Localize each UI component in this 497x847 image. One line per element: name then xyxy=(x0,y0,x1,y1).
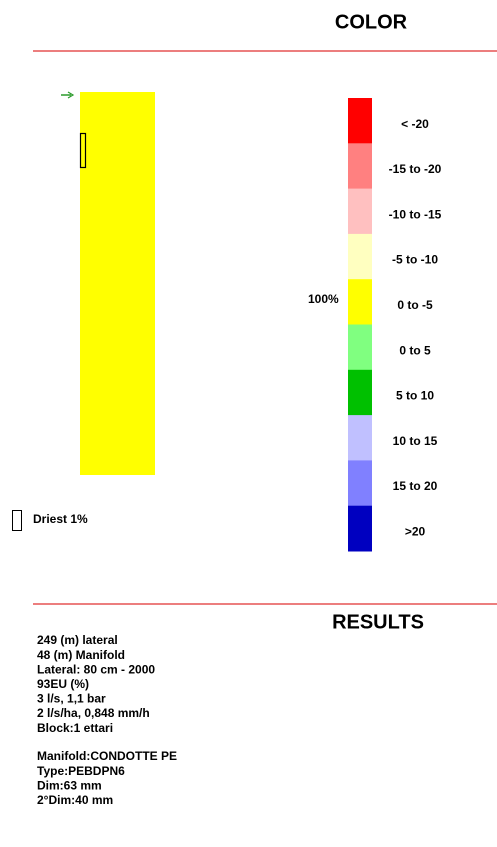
result-line: 3 l/s, 1,1 bar xyxy=(37,692,106,706)
legend-swatch xyxy=(348,324,372,371)
legend-swatch xyxy=(348,279,372,325)
result-line: 93EU (%) xyxy=(37,677,89,691)
legend-label: -10 to -15 xyxy=(389,207,442,221)
legend-label: 15 to 20 xyxy=(393,479,438,493)
legend-swatch xyxy=(348,98,372,144)
legend-swatch xyxy=(348,460,372,507)
legend-swatch xyxy=(348,188,372,235)
section-title: RESULTS xyxy=(332,611,424,633)
legend-label: -5 to -10 xyxy=(392,253,438,267)
result-line: Lateral: 80 cm - 2000 xyxy=(37,662,155,676)
legend-swatch xyxy=(348,415,372,461)
legend-swatch xyxy=(348,233,372,280)
arrow-head xyxy=(67,91,75,99)
legend-label: >20 xyxy=(405,525,426,539)
driest-label: Driest 1% xyxy=(33,512,88,526)
legend-swatch xyxy=(348,143,372,190)
legend-label: -15 to -20 xyxy=(389,162,442,176)
manifold-line: Manifold:CONDOTTE PE xyxy=(37,749,177,763)
result-line: 48 (m) Manifold xyxy=(37,648,125,662)
legend-swatch xyxy=(348,505,372,552)
legend-label: 0 to -5 xyxy=(397,298,433,312)
legend-label: 5 to 10 xyxy=(396,389,434,403)
share-label: 100% xyxy=(308,292,339,306)
legend-label: 0 to 5 xyxy=(399,343,431,357)
block xyxy=(80,92,155,475)
manifold-line: Type:PEBDPN6 xyxy=(37,764,125,778)
driest-marker xyxy=(79,132,87,169)
legend-swatch xyxy=(348,369,372,416)
manifold-line: Dim:63 mm xyxy=(37,778,102,792)
result-line: 249 (m) lateral xyxy=(37,633,118,647)
manifold-line: 2°Dim:40 mm xyxy=(37,793,113,807)
section-title: COLOR xyxy=(335,11,408,33)
legend-label: < -20 xyxy=(401,117,429,131)
result-line: 2 l/s/ha, 0,848 mm/h xyxy=(37,706,150,720)
driest-swatch xyxy=(12,510,22,531)
result-line: Block:1 ettari xyxy=(37,721,113,735)
legend-label: 10 to 15 xyxy=(393,434,438,448)
